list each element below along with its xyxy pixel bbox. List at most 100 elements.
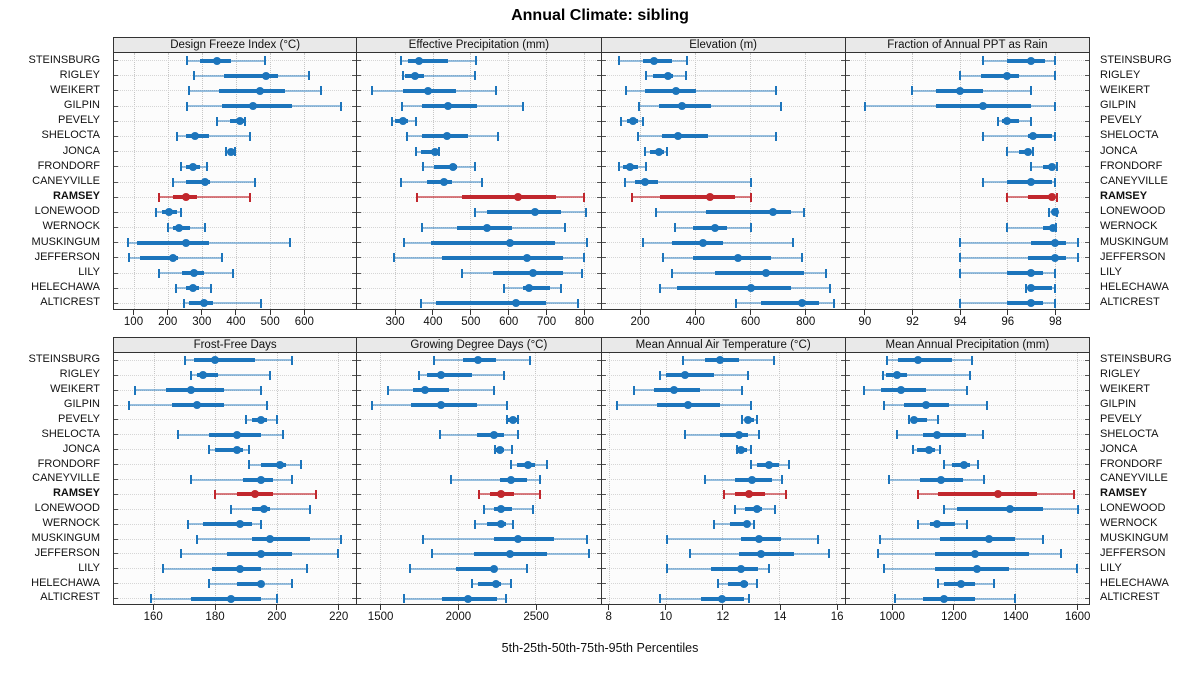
whisker-cap — [618, 162, 621, 172]
whisker-cap — [969, 370, 972, 380]
panel-frost-free-days: Frost-Free Days 160 180 200 220 — [113, 337, 358, 629]
site-tick — [352, 508, 357, 510]
site-tick — [601, 302, 606, 304]
axis-tick-label: 10 — [659, 611, 673, 623]
site-tick — [1085, 359, 1089, 361]
row-refline — [602, 508, 844, 510]
row-refline — [115, 211, 356, 213]
whisker-cap — [214, 489, 217, 499]
whisker-cap — [755, 579, 758, 589]
site-tick — [352, 135, 357, 137]
whisker-cap — [189, 370, 192, 380]
row-refline — [602, 553, 844, 555]
axis-tick — [891, 605, 893, 610]
axis-tick — [779, 605, 781, 610]
whisker-cap — [883, 564, 886, 574]
gridline — [535, 353, 537, 604]
median-dot — [236, 117, 245, 126]
site-label-muskingum: MUSKINGUM — [1100, 531, 1169, 544]
row-refline — [115, 583, 356, 585]
site-tick — [352, 538, 357, 540]
site-tick — [601, 242, 606, 244]
site-label-steinsburg: STEINSBURG — [28, 353, 100, 366]
site-label-pevely: PEVELY — [1100, 114, 1142, 127]
site-tick — [1085, 120, 1089, 122]
gridline — [959, 53, 961, 309]
iqr-bar — [1028, 195, 1055, 200]
median-dot — [440, 178, 449, 186]
whisker-cap — [917, 519, 920, 529]
whisker-cap — [473, 162, 476, 172]
row-refline — [115, 538, 356, 540]
whisker-cap — [752, 519, 755, 529]
whisker-cap — [801, 253, 804, 263]
median-dot — [924, 445, 933, 454]
row-refline — [602, 181, 844, 183]
site-tick — [352, 449, 357, 451]
whisker-cap — [177, 430, 180, 440]
site-label-ramsey: RAMSEY — [52, 190, 100, 203]
whisker-cap — [636, 131, 639, 141]
site-label-alticrest: ALTICREST — [1100, 591, 1160, 604]
site-label-shelocta: SHELOCTA — [41, 427, 100, 440]
site-label-alticrest: ALTICREST — [40, 591, 100, 604]
whisker-cap — [220, 253, 223, 263]
whisker-cap — [1029, 116, 1032, 126]
whisker-cap — [828, 283, 831, 293]
whisker-cap — [620, 116, 622, 126]
site-tick — [1085, 449, 1089, 451]
whisker-cap — [641, 116, 644, 126]
site-tick — [352, 493, 357, 495]
median-dot — [1050, 238, 1059, 247]
median-dot — [1049, 223, 1058, 232]
row-refline — [358, 287, 600, 289]
whisker-cap — [505, 400, 508, 410]
site-tick — [1085, 287, 1089, 289]
x-axis: 200 400 600 800 — [602, 310, 846, 334]
whisker-cap — [779, 101, 782, 111]
median-dot — [640, 178, 649, 186]
iqr-bar — [938, 492, 1037, 497]
whisker-cap — [938, 445, 941, 455]
row-refline — [602, 404, 844, 406]
whisker-cap — [204, 223, 207, 233]
row-refline — [358, 272, 600, 274]
median-dot — [747, 284, 756, 293]
row-refline — [846, 196, 1088, 198]
iqr-bar — [644, 88, 697, 93]
site-tick — [845, 583, 850, 585]
median-dot — [496, 520, 505, 529]
site-label-weikert: WEIKERT — [1100, 83, 1150, 96]
row-refline — [358, 464, 600, 466]
axis-tick — [457, 605, 459, 610]
median-dot — [191, 132, 200, 141]
site-tick — [1085, 242, 1089, 244]
median-dot — [505, 238, 514, 247]
site-tick — [352, 464, 357, 466]
site-tick — [840, 90, 845, 92]
median-dot — [524, 284, 533, 293]
site-tick — [352, 568, 357, 570]
site-label-pevely: PEVELY — [58, 412, 100, 425]
whisker-cap — [772, 355, 775, 365]
site-label-helechawa: HELECHAWA — [1100, 576, 1169, 589]
site-label-lily: LILY — [1100, 265, 1122, 278]
site-tick — [596, 227, 601, 229]
site-tick — [1085, 211, 1089, 213]
whisker-cap — [403, 238, 406, 248]
site-tick — [845, 211, 850, 213]
site-tick — [1085, 105, 1089, 107]
median-dot — [752, 505, 761, 514]
whisker-cap — [1077, 504, 1080, 514]
site-tick — [114, 196, 118, 198]
site-tick — [357, 272, 362, 274]
whisker-cap — [791, 238, 794, 248]
site-tick — [601, 151, 606, 153]
site-tick — [601, 479, 606, 480]
iqr-bar — [222, 104, 292, 109]
iqr-bar — [1028, 286, 1053, 291]
axis-tick — [694, 310, 696, 315]
median-dot — [436, 371, 445, 380]
median-dot — [474, 356, 483, 365]
axis-tick-label: 8 — [605, 611, 612, 623]
